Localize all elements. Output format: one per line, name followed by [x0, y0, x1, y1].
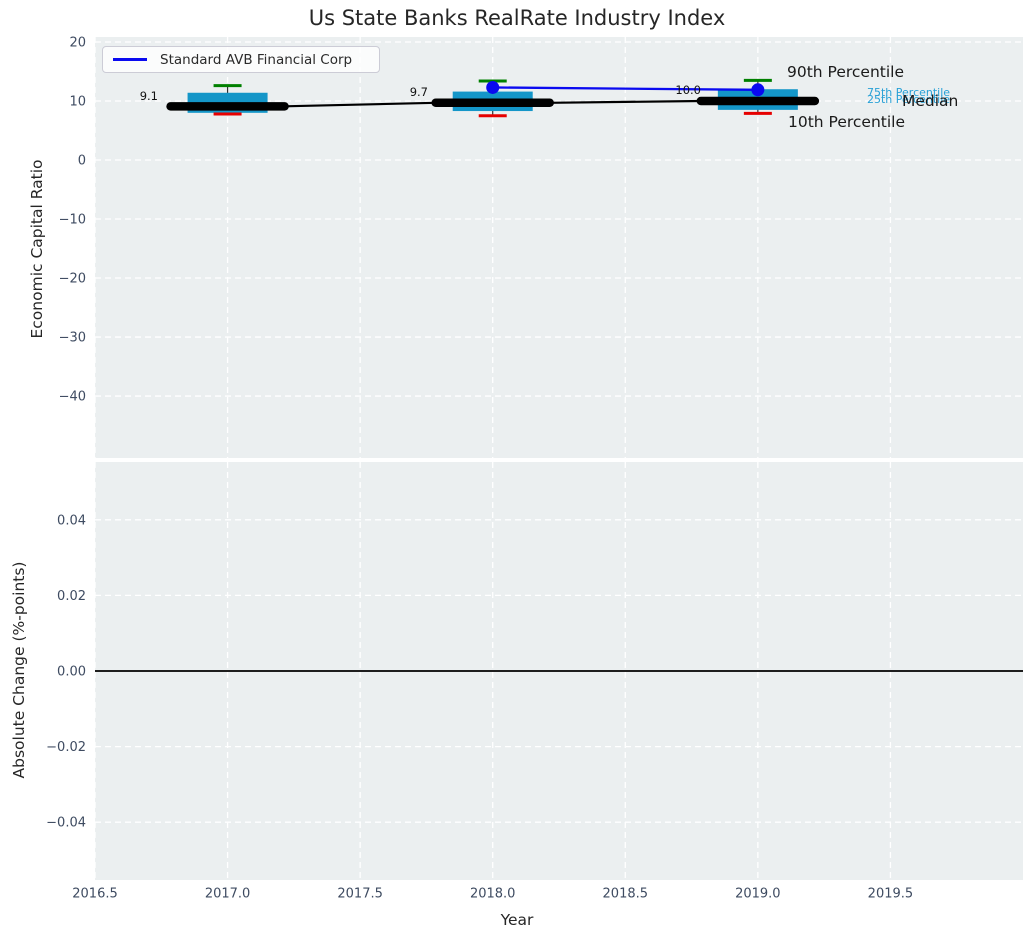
xtick-label: 2016.5	[72, 887, 118, 902]
median-connector	[284, 101, 436, 108]
median-connector	[549, 99, 701, 104]
xtick-label: 2019.0	[735, 887, 781, 902]
ytick-label-bottom: 0.00	[57, 665, 86, 680]
company-point-2018	[486, 80, 500, 94]
annotation-75th-percentile: 75th Percentile	[867, 86, 951, 99]
ytick-label-top: 0	[78, 154, 86, 169]
ytick-label-bottom: 0.04	[57, 513, 86, 528]
xtick-label: 2018.0	[470, 887, 516, 902]
xtick-label: 2017.5	[337, 887, 383, 902]
annotation-10th-percentile: 10th Percentile	[788, 113, 906, 131]
y-axis-label-top: Economic Capital Ratio	[28, 159, 46, 339]
chart-title: Us State Banks RealRate Industry Index	[308, 6, 726, 30]
median-value-label-2019: 10.0	[675, 83, 701, 97]
ytick-label-top: −40	[59, 390, 86, 405]
ytick-label-bottom: −0.04	[46, 816, 86, 831]
xtick-label: 2018.5	[603, 887, 649, 902]
ytick-label-top: −10	[59, 213, 86, 228]
median-trend	[166, 96, 820, 111]
legend-label: Standard AVB Financial Corp	[160, 51, 353, 68]
ytick-label-top: −30	[59, 331, 86, 346]
company-line	[492, 86, 758, 91]
annotation-90th-percentile: 90th Percentile	[787, 63, 905, 81]
ytick-label-top: −20	[59, 272, 86, 287]
company-point-2019	[751, 83, 765, 97]
median-value-label-2017: 9.1	[139, 89, 158, 103]
xtick-label: 2017.0	[205, 887, 251, 902]
ytick-label-top: 20	[69, 36, 86, 51]
legend-line-sample	[113, 58, 147, 61]
ytick-label-top: 10	[69, 95, 86, 110]
xtick-label: 2019.5	[868, 887, 914, 902]
ytick-label-bottom: −0.02	[46, 740, 86, 755]
y-axis-label-bottom: Absolute Change (%-points)	[10, 561, 28, 779]
legend-box: Standard AVB Financial Corp	[102, 46, 380, 73]
ytick-label-bottom: 0.02	[57, 589, 86, 604]
company-series	[486, 80, 765, 97]
median-value-label-2018: 9.7	[409, 85, 428, 99]
annotation-25th-percentile: 25th Percentile	[867, 93, 951, 106]
annotation-median: Median	[902, 92, 959, 110]
x-axis-label: Year	[500, 911, 534, 929]
